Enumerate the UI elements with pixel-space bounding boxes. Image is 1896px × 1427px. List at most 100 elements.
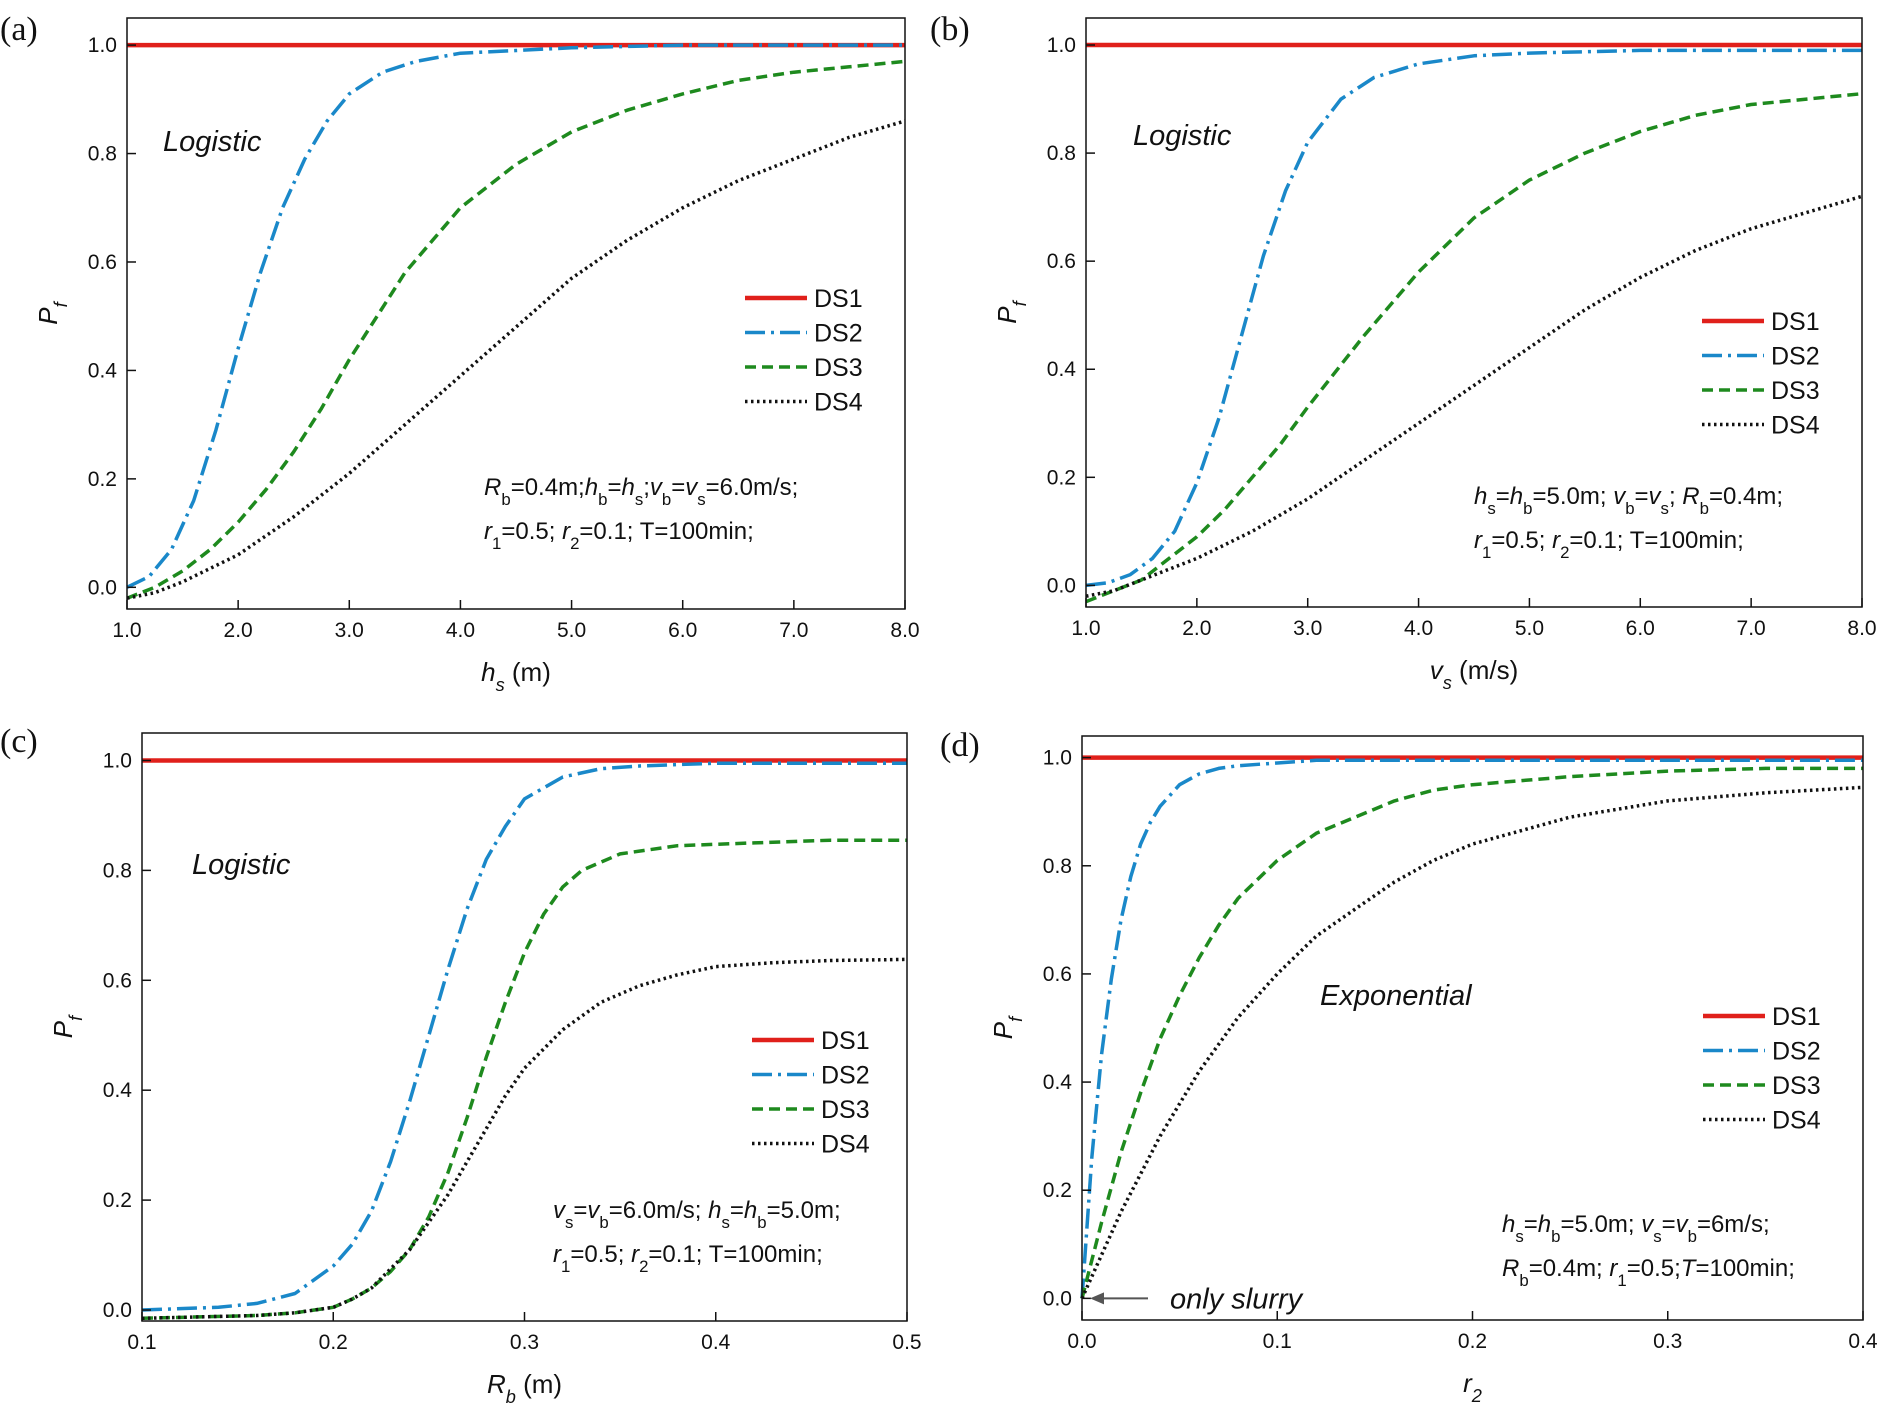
legend-label-ds4: DS4: [1771, 412, 1820, 440]
legend-label-ds1: DS1: [1772, 1003, 1821, 1031]
parameter-text: r1=0.5; r2=0.1; T=100min;: [553, 1241, 823, 1276]
y-tick-label: 0.2: [88, 468, 117, 491]
series-line-ds2: [126, 43, 905, 589]
x-axis-label: Rb (m): [487, 1369, 562, 1407]
y-tick-label: 0.2: [103, 1189, 132, 1212]
panel-label: (c): [0, 723, 38, 760]
series-line-ds3: [141, 838, 907, 1321]
x-tick-label: 1.0: [112, 619, 141, 642]
y-tick-label: 0.8: [1043, 855, 1072, 878]
x-tick-label: 0.1: [1263, 1330, 1292, 1353]
series-line-ds3: [126, 59, 906, 600]
y-tick-label: 1.0: [1047, 34, 1076, 57]
legend: DS1 DS2 DS3 DS4: [752, 1027, 870, 1159]
model-annotation: Logistic: [1133, 120, 1232, 152]
legend-label-ds4: DS4: [814, 389, 863, 417]
parameter-text: hs=hb=5.0m; vs=vb=6m/s;: [1502, 1211, 1770, 1246]
y-tick-label: 0.2: [1043, 1179, 1072, 1202]
y-tick-label: 0.6: [88, 251, 117, 274]
x-axis-label: r2: [1463, 1368, 1482, 1406]
x-tick-label: 0.3: [1653, 1330, 1682, 1353]
legend-label-ds2: DS2: [1772, 1038, 1821, 1066]
y-tick-label: 0.0: [1047, 574, 1076, 597]
chart-panel-c: (c) 0.1 0.2 0.3 0.4 0.5 0.0 0.2 0.4 0.6 0.8 1.0 Rb (…: [0, 723, 922, 1407]
parameter-text: r1=0.5; r2=0.1; T=100min;: [484, 518, 754, 553]
y-tick-label: 0.6: [103, 969, 132, 992]
x-tick-label: 6.0: [1626, 617, 1655, 640]
series-line-ds2: [141, 761, 907, 1312]
parameter-text: r1=0.5; r2=0.1; T=100min;: [1474, 527, 1744, 562]
series-line-ds4: [126, 119, 906, 600]
y-tick-label: 0.8: [1047, 142, 1076, 165]
y-tick-label: 0.8: [103, 859, 132, 882]
x-tick-label: 0.4: [701, 1331, 731, 1354]
legend-label-ds3: DS3: [1772, 1072, 1821, 1100]
x-tick-label: 2.0: [224, 619, 253, 642]
y-tick-label: 0.6: [1043, 963, 1072, 986]
y-tick-label: 0.4: [1043, 1071, 1073, 1094]
x-tick-label: 0.4: [1848, 1330, 1878, 1353]
y-tick-label: 0.4: [1047, 358, 1077, 381]
parameter-text: hs=hb=5.0m; vb=vs; Rb=0.4m;: [1474, 483, 1783, 518]
legend-label-ds2: DS2: [1771, 343, 1820, 371]
y-tick-label: 0.4: [103, 1079, 133, 1102]
y-tick-label: 0.0: [103, 1299, 132, 1322]
series-line-ds2: [1085, 48, 1862, 588]
panel-label: (b): [930, 11, 970, 48]
y-tick-label: 0.8: [88, 143, 117, 166]
series-line-ds4: [1080, 785, 1864, 1300]
x-tick-label: 3.0: [335, 619, 364, 642]
legend-label-ds3: DS3: [1771, 377, 1820, 405]
parameter-text: vs=vb=6.0m/s; hs=hb=5.0m;: [553, 1197, 841, 1232]
x-tick-label: 0.2: [1458, 1330, 1487, 1353]
y-tick-label: 0.2: [1047, 466, 1076, 489]
series-line-ds2: [1080, 758, 1863, 1299]
x-axis-label: hs (m): [481, 657, 551, 695]
series-line-ds3: [1085, 91, 1863, 604]
panel-label: (d): [940, 727, 980, 764]
x-axis-label: vs (m/s): [1430, 655, 1519, 693]
plot-frame: [141, 732, 908, 1322]
panel-label: (a): [0, 11, 38, 48]
series-line-ds3: [1080, 766, 1863, 1299]
legend-label-ds4: DS4: [821, 1131, 870, 1159]
x-tick-label: 7.0: [1737, 617, 1766, 640]
x-tick-label: 0.5: [892, 1331, 921, 1354]
y-axis-label: Pf: [48, 1014, 86, 1038]
x-tick-label: 8.0: [1847, 617, 1876, 640]
y-tick-label: 0.0: [1043, 1287, 1072, 1310]
parameter-text: Rb=0.4m; r1=0.5;T=100min;: [1502, 1255, 1795, 1290]
plot-frame: [1085, 17, 1863, 608]
legend-label-ds1: DS1: [821, 1027, 870, 1055]
y-tick-label: 0.4: [88, 359, 118, 382]
model-annotation: Exponential: [1320, 980, 1473, 1012]
x-tick-label: 4.0: [446, 619, 475, 642]
x-tick-label: 5.0: [1515, 617, 1544, 640]
arrow-head: [1090, 1292, 1104, 1305]
chart-panel-b: (b) 1.0 2.0 3.0 4.0 5.0 6.0 7.0 8.0 0.0 0.2 0.4 0.6 0…: [930, 11, 1877, 693]
x-tick-label: 4.0: [1404, 617, 1433, 640]
y-axis-label: Pf: [33, 300, 71, 324]
x-tick-label: 3.0: [1293, 617, 1322, 640]
x-tick-label: 0.3: [510, 1331, 539, 1354]
legend-label-ds2: DS2: [814, 320, 863, 348]
model-annotation: Logistic: [163, 126, 262, 158]
chart-panel-d: (d) 0.0 0.1 0.2 0.3 0.4 0.0 0.2 0.4 0.6 0.8 1.0 r2 Pf…: [940, 727, 1878, 1406]
legend: DS1 DS2 DS3 DS4: [745, 285, 863, 417]
x-tick-label: 0.2: [319, 1331, 348, 1354]
legend-label-ds3: DS3: [814, 354, 863, 382]
x-tick-label: 0.0: [1067, 1330, 1096, 1353]
y-axis-label: Pf: [988, 1015, 1026, 1039]
x-tick-label: 1.0: [1071, 617, 1100, 640]
only-slurry-annotation: only slurry: [1170, 1283, 1304, 1315]
legend-label-ds2: DS2: [821, 1062, 870, 1090]
legend: DS1 DS2 DS3 DS4: [1702, 308, 1820, 440]
legend: DS1 DS2 DS3 DS4: [1703, 1003, 1821, 1135]
y-tick-label: 0.0: [88, 576, 117, 599]
x-tick-label: 2.0: [1182, 617, 1211, 640]
legend-label-ds1: DS1: [1771, 308, 1820, 336]
y-tick-label: 0.6: [1047, 250, 1076, 273]
legend-label-ds1: DS1: [814, 285, 863, 313]
chart-panel-a: (a) 1.0 2.0 3.0 4.0 5.0 6.0 7.0 8.0 0.0 0.2 0.4 0.6 0…: [0, 11, 920, 695]
